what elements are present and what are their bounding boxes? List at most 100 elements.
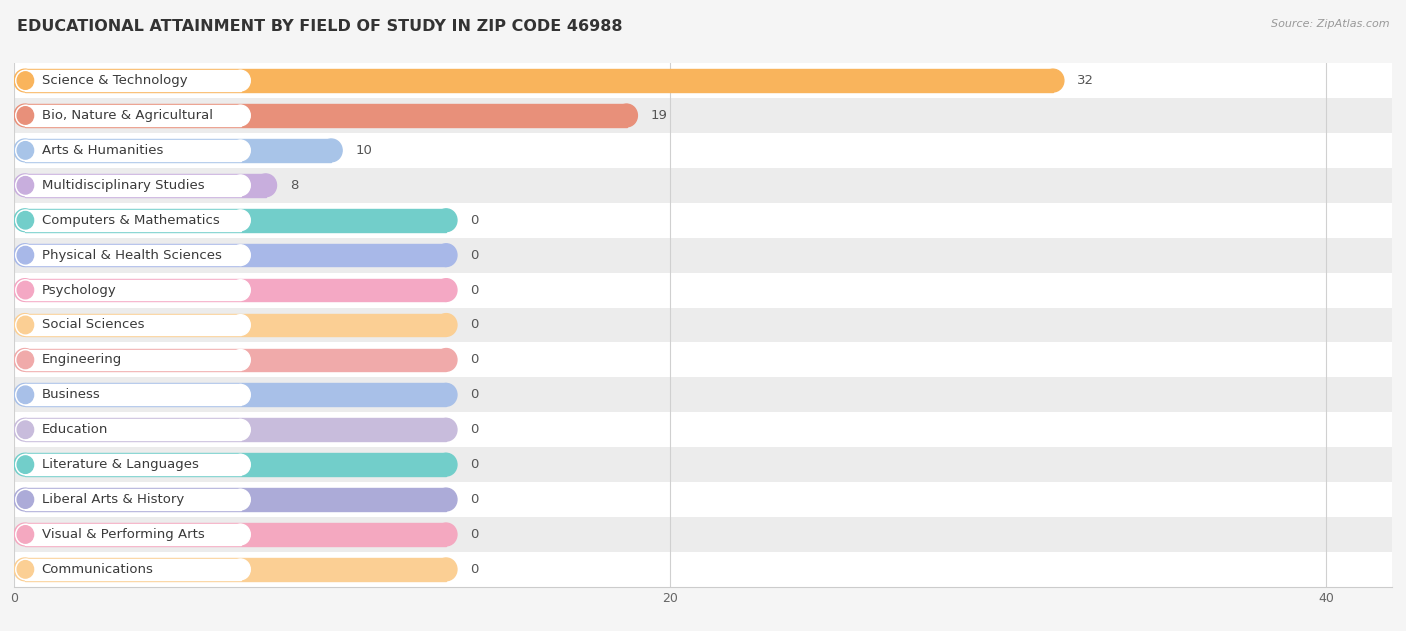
Circle shape <box>17 177 34 194</box>
Circle shape <box>15 105 35 126</box>
Circle shape <box>17 456 34 473</box>
Text: 32: 32 <box>1077 74 1094 87</box>
Bar <box>14 63 1392 98</box>
Circle shape <box>15 175 35 196</box>
Text: 0: 0 <box>470 458 478 471</box>
Circle shape <box>17 526 34 543</box>
Circle shape <box>14 139 35 162</box>
Circle shape <box>17 560 34 578</box>
Text: Communications: Communications <box>42 563 153 576</box>
Circle shape <box>1042 69 1064 92</box>
Bar <box>14 273 1392 307</box>
Circle shape <box>436 558 457 581</box>
Bar <box>14 447 1392 482</box>
Circle shape <box>436 314 457 336</box>
Bar <box>25 210 240 230</box>
Circle shape <box>14 104 35 127</box>
Bar <box>14 203 1392 238</box>
Circle shape <box>256 174 277 197</box>
Bar <box>25 348 446 371</box>
Circle shape <box>231 350 250 370</box>
Bar <box>25 524 240 545</box>
Bar <box>25 244 446 266</box>
Circle shape <box>231 420 250 440</box>
Circle shape <box>17 316 34 334</box>
Bar <box>25 209 446 232</box>
Bar <box>14 133 1392 168</box>
Circle shape <box>231 140 250 161</box>
Text: 8: 8 <box>290 179 298 192</box>
Circle shape <box>14 348 35 371</box>
Circle shape <box>17 421 34 439</box>
Circle shape <box>14 418 35 441</box>
Bar <box>25 384 240 405</box>
Circle shape <box>436 384 457 406</box>
Circle shape <box>231 210 250 230</box>
Bar <box>25 454 240 475</box>
Circle shape <box>17 72 34 90</box>
Bar <box>14 377 1392 412</box>
Text: Psychology: Psychology <box>42 283 117 297</box>
Text: 0: 0 <box>470 249 478 262</box>
Circle shape <box>17 281 34 299</box>
Circle shape <box>231 489 250 510</box>
Bar <box>25 245 240 266</box>
Bar <box>14 98 1392 133</box>
Text: Engineering: Engineering <box>42 353 122 367</box>
Bar <box>25 69 1053 92</box>
Text: 0: 0 <box>470 563 478 576</box>
Text: Multidisciplinary Studies: Multidisciplinary Studies <box>42 179 204 192</box>
Bar <box>25 489 240 510</box>
Circle shape <box>15 420 35 440</box>
Circle shape <box>231 280 250 300</box>
Circle shape <box>436 418 457 441</box>
Text: Liberal Arts & History: Liberal Arts & History <box>42 493 184 506</box>
Bar <box>25 420 240 440</box>
Text: EDUCATIONAL ATTAINMENT BY FIELD OF STUDY IN ZIP CODE 46988: EDUCATIONAL ATTAINMENT BY FIELD OF STUDY… <box>17 19 623 34</box>
Circle shape <box>436 488 457 511</box>
Circle shape <box>17 211 34 229</box>
Bar <box>25 139 332 162</box>
Text: Education: Education <box>42 423 108 436</box>
Bar <box>14 517 1392 552</box>
Text: Science & Technology: Science & Technology <box>42 74 187 87</box>
Text: Visual & Performing Arts: Visual & Performing Arts <box>42 528 204 541</box>
Bar <box>25 384 446 406</box>
Circle shape <box>15 524 35 545</box>
Text: 0: 0 <box>470 283 478 297</box>
Circle shape <box>436 209 457 232</box>
Text: Literature & Languages: Literature & Languages <box>42 458 198 471</box>
Circle shape <box>321 139 342 162</box>
Circle shape <box>17 386 34 404</box>
Circle shape <box>231 175 250 196</box>
Bar <box>25 488 446 511</box>
Bar <box>14 307 1392 343</box>
Circle shape <box>15 384 35 405</box>
Circle shape <box>231 454 250 475</box>
Text: Business: Business <box>42 388 100 401</box>
Text: Social Sciences: Social Sciences <box>42 319 145 331</box>
Bar <box>14 552 1392 587</box>
Circle shape <box>17 141 34 159</box>
Bar <box>25 314 446 336</box>
Text: 0: 0 <box>470 528 478 541</box>
Circle shape <box>231 315 250 335</box>
Circle shape <box>15 315 35 335</box>
Bar <box>14 238 1392 273</box>
Circle shape <box>15 454 35 475</box>
Circle shape <box>15 140 35 161</box>
Circle shape <box>17 246 34 264</box>
Circle shape <box>15 245 35 266</box>
Circle shape <box>14 69 35 92</box>
Text: 0: 0 <box>470 214 478 227</box>
Bar <box>14 412 1392 447</box>
Circle shape <box>231 384 250 405</box>
Bar <box>25 70 240 91</box>
Circle shape <box>14 314 35 336</box>
Circle shape <box>14 174 35 197</box>
Bar <box>25 280 240 300</box>
Bar <box>14 343 1392 377</box>
Circle shape <box>17 107 34 124</box>
Bar <box>14 168 1392 203</box>
Circle shape <box>15 210 35 230</box>
